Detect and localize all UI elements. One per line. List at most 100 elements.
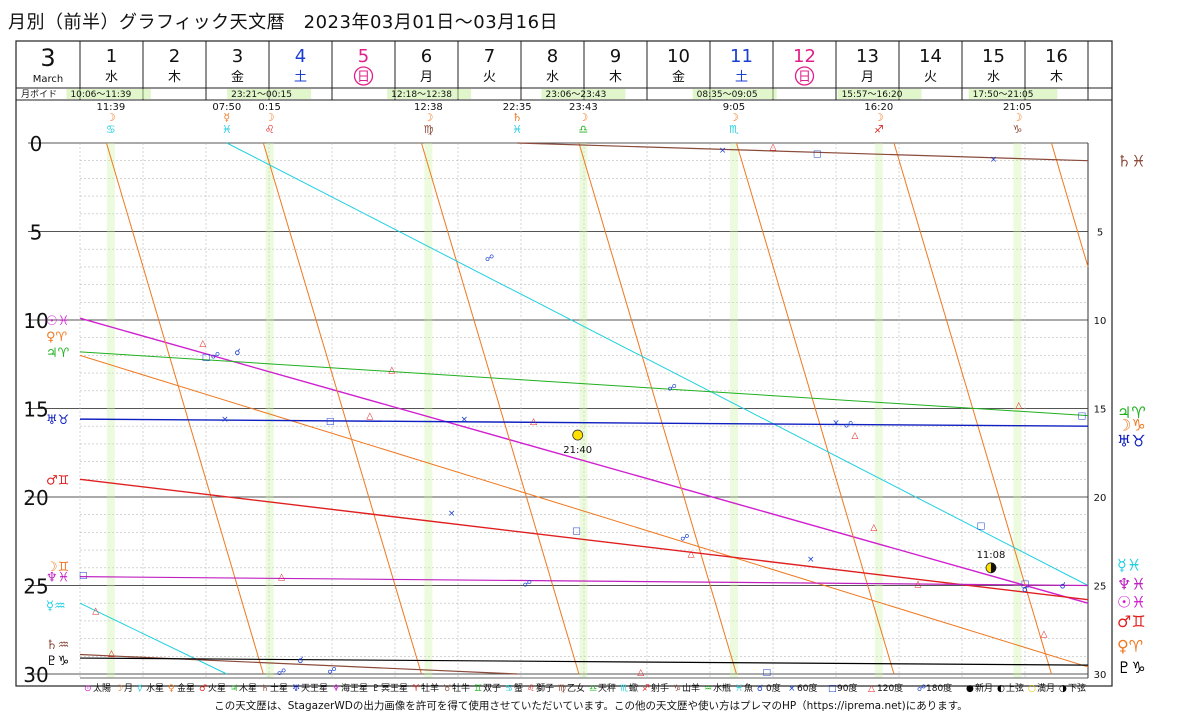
void-period-text: 17:50〜21:05 bbox=[973, 90, 1034, 100]
ingress-sign: ♍ bbox=[423, 123, 433, 136]
void-period-text: 15:57〜16:20 bbox=[842, 90, 903, 100]
y-tick-label-right: 15 bbox=[1094, 405, 1107, 416]
ingress-planet: ☽ bbox=[578, 111, 588, 124]
day-number: 15 bbox=[982, 46, 1005, 67]
day-weekday: 日 bbox=[798, 70, 811, 85]
day-number: 13 bbox=[856, 46, 879, 67]
void-band bbox=[692, 89, 777, 99]
left-planet-label: ♇♑ bbox=[46, 654, 69, 669]
void-column-band bbox=[424, 143, 433, 678]
aspect-marker: × bbox=[221, 415, 229, 425]
legend-symbol: ● bbox=[966, 684, 974, 694]
day-weekday: 木 bbox=[1050, 70, 1063, 85]
aspect-marker: □ bbox=[762, 668, 771, 678]
legend-label: 射手 bbox=[651, 682, 669, 694]
day-weekday: 月 bbox=[861, 70, 874, 85]
void-column-band bbox=[579, 143, 588, 678]
legend-symbol: ♄ bbox=[261, 684, 269, 694]
legend-label: 水瓶 bbox=[713, 682, 731, 694]
aspect-marker: ☌ bbox=[234, 348, 240, 358]
legend-symbol: ♐ bbox=[642, 684, 650, 694]
right-planet-label: ♆♓ bbox=[1117, 575, 1146, 594]
left-planet-label: ♀♈ bbox=[46, 330, 68, 345]
legend-label: 0度 bbox=[766, 682, 781, 694]
day-weekday: 日 bbox=[357, 70, 370, 85]
holiday-circle bbox=[794, 66, 815, 86]
aspect-marker: × bbox=[461, 415, 469, 425]
void-period-text: 12:18〜12:38 bbox=[391, 90, 452, 100]
legend-symbol: ♒ bbox=[704, 684, 712, 694]
ingress-planet: ♄ bbox=[512, 111, 522, 124]
day-number: 3 bbox=[232, 46, 243, 67]
series-line-☽ bbox=[735, 142, 895, 675]
day-number: 9 bbox=[610, 46, 621, 67]
day-weekday: 火 bbox=[924, 70, 937, 85]
day-weekday: 水 bbox=[987, 70, 1000, 85]
void-band bbox=[837, 89, 922, 99]
legend-label: 新月 bbox=[975, 682, 993, 694]
y-tick-label-right: 20 bbox=[1094, 493, 1107, 504]
legend-label: 蠍 bbox=[629, 682, 638, 694]
void-period-text: 23:21〜00:15 bbox=[231, 90, 292, 100]
holiday-circle bbox=[353, 66, 374, 86]
day-weekday: 土 bbox=[735, 70, 748, 85]
series-line-♂ bbox=[79, 478, 1089, 601]
legend-symbol: ☍ bbox=[917, 684, 926, 694]
month-number: 3 bbox=[40, 44, 55, 72]
void-band bbox=[541, 89, 626, 99]
day-weekday: 水 bbox=[546, 70, 559, 85]
legend-symbol: ○ bbox=[1028, 684, 1036, 694]
series-line-☿ bbox=[79, 602, 228, 675]
ingress-time: 07:50 bbox=[212, 102, 241, 113]
full-moon-marker bbox=[572, 429, 584, 441]
ingress-time: 9:05 bbox=[723, 102, 745, 113]
legend-symbol: ♍ bbox=[558, 684, 566, 694]
plot-grid bbox=[28, 142, 1089, 678]
legend-label: 火星 bbox=[208, 683, 226, 694]
aspect-marker: □ bbox=[977, 521, 986, 531]
ingress-sign: ♌ bbox=[265, 123, 275, 136]
aspect-marker: □ bbox=[1021, 580, 1030, 590]
ingress-time: 22:35 bbox=[503, 102, 532, 113]
legend-symbol: ♂ bbox=[199, 684, 207, 694]
day-weekday: 金 bbox=[231, 69, 244, 85]
aspect-marker: △ bbox=[1040, 629, 1047, 639]
ingress-planet: ☽ bbox=[265, 111, 275, 124]
left-planet-label: ♄♒ bbox=[46, 638, 69, 653]
legend-symbol: ♃ bbox=[230, 684, 238, 694]
legend-label: 天王星 bbox=[301, 683, 328, 694]
legend-label: 双子 bbox=[483, 683, 501, 694]
aspect-marker: ☍ bbox=[680, 534, 689, 544]
y-tick-label-left: 30 bbox=[23, 663, 48, 687]
void-column-band bbox=[729, 143, 738, 678]
ingress-sign: ♐ bbox=[874, 123, 884, 136]
day-weekday: 土 bbox=[294, 70, 307, 85]
void-band bbox=[387, 89, 472, 99]
y-tick-label-right: 10 bbox=[1094, 316, 1107, 327]
legend-label: 金星 bbox=[177, 682, 195, 694]
legend-symbol: ♀ bbox=[168, 684, 175, 694]
page-title: 月別（前半）グラフィック天文暦 2023年03月01日〜03月16日 bbox=[8, 12, 559, 33]
series-line-♀ bbox=[79, 354, 1089, 668]
y-tick-label-right: 25 bbox=[1094, 582, 1107, 593]
legend-label: 乙女 bbox=[567, 682, 585, 694]
day-number: 4 bbox=[295, 46, 306, 67]
legend: ⊙ 太陽 ☽ 月 ☿ 水星 ♀ 金星 ♂ 火星 ♃ 木星 ♄ 土星 ♅ 天王星 ♆ 海王星 ♇ 冥王星 ♈ 牡羊 ♉ 牡牛 ♊ 双… bbox=[80, 677, 1088, 694]
aspect-marker: × bbox=[719, 146, 727, 156]
day-number: 6 bbox=[421, 46, 432, 67]
month-name: March bbox=[33, 74, 63, 85]
aspect-marker: △ bbox=[199, 339, 206, 349]
right-planet-label: ♅♉ bbox=[1117, 431, 1146, 450]
legend-label: 180度 bbox=[926, 682, 952, 694]
aspect-marker: △ bbox=[92, 606, 99, 616]
ingress-planet: ☿ bbox=[223, 111, 230, 124]
void-band bbox=[66, 89, 151, 99]
left-planet-label: ♆♓ bbox=[46, 571, 69, 586]
aspect-marker: ☍ bbox=[277, 668, 286, 678]
legend-symbol: ☌ bbox=[757, 684, 763, 694]
day-weekday: 火 bbox=[483, 70, 496, 85]
legend-symbol: ◑ bbox=[1059, 684, 1067, 694]
legend-symbol: ♈ bbox=[412, 684, 421, 694]
legend-symbol: □ bbox=[828, 684, 837, 694]
ingress-sign: ♑ bbox=[1013, 123, 1023, 136]
